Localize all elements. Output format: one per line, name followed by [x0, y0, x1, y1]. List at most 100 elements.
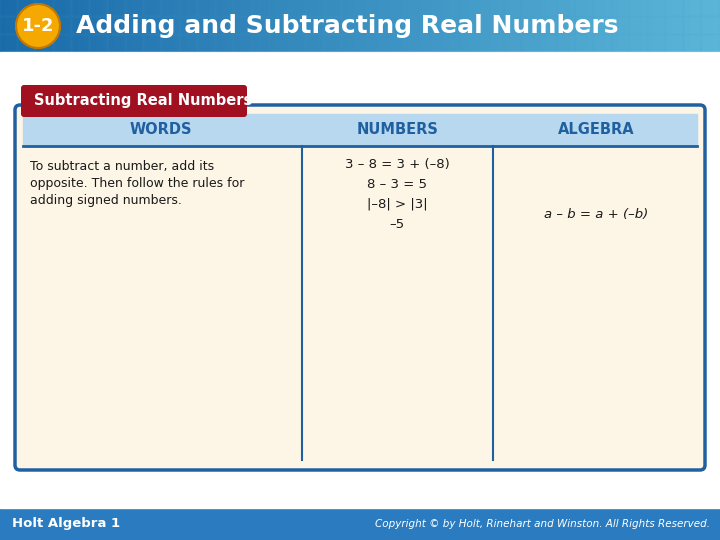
- Text: Copyright © by Holt, Rinehart and Winston. All Rights Reserved.: Copyright © by Holt, Rinehart and Winsto…: [375, 519, 710, 529]
- Bar: [450, 0, 467, 16]
- Bar: [162, 0, 168, 52]
- Bar: [126, 35, 143, 52]
- Bar: [420, 0, 426, 52]
- Bar: [648, 0, 654, 52]
- Bar: [180, 17, 197, 34]
- Text: 8 – 3 = 5: 8 – 3 = 5: [367, 178, 428, 191]
- Bar: [336, 0, 343, 52]
- Bar: [384, 0, 390, 52]
- Bar: [108, 17, 125, 34]
- Bar: [414, 17, 431, 34]
- Text: Subtracting Real Numbers: Subtracting Real Numbers: [34, 93, 252, 109]
- Bar: [570, 0, 577, 52]
- Bar: [306, 0, 323, 16]
- Bar: [612, 17, 629, 34]
- Bar: [306, 17, 323, 34]
- Bar: [522, 0, 528, 52]
- Bar: [636, 0, 642, 52]
- Bar: [684, 35, 701, 52]
- Text: 3 – 8 = 3 + (–8): 3 – 8 = 3 + (–8): [345, 158, 450, 171]
- Bar: [672, 0, 678, 52]
- Bar: [90, 35, 107, 52]
- Bar: [324, 35, 341, 52]
- Bar: [504, 17, 521, 34]
- Bar: [144, 17, 161, 34]
- Bar: [396, 35, 413, 52]
- Bar: [18, 0, 24, 52]
- Bar: [18, 35, 35, 52]
- Bar: [348, 0, 354, 52]
- Bar: [342, 35, 359, 52]
- Bar: [612, 0, 629, 16]
- Bar: [306, 35, 323, 52]
- Text: adding signed numbers.: adding signed numbers.: [30, 194, 182, 207]
- Bar: [594, 0, 611, 16]
- Bar: [72, 0, 78, 52]
- Bar: [378, 0, 395, 16]
- Bar: [354, 0, 361, 52]
- Bar: [0, 35, 17, 52]
- Bar: [468, 0, 485, 16]
- Bar: [468, 17, 485, 34]
- Bar: [564, 0, 570, 52]
- Bar: [522, 0, 539, 16]
- Bar: [540, 35, 557, 52]
- Bar: [648, 0, 665, 16]
- Bar: [234, 35, 251, 52]
- Bar: [168, 0, 174, 52]
- Bar: [228, 0, 235, 52]
- Bar: [324, 17, 341, 34]
- Bar: [594, 35, 611, 52]
- Bar: [684, 0, 701, 16]
- Bar: [648, 17, 665, 34]
- Bar: [180, 0, 197, 16]
- Bar: [594, 17, 611, 34]
- Bar: [234, 17, 251, 34]
- Bar: [78, 0, 84, 52]
- Bar: [486, 17, 503, 34]
- Bar: [408, 0, 415, 52]
- Bar: [486, 0, 503, 16]
- Bar: [72, 0, 89, 16]
- Bar: [234, 0, 240, 52]
- Bar: [396, 0, 402, 52]
- Bar: [540, 0, 557, 16]
- Bar: [630, 35, 647, 52]
- Bar: [174, 0, 181, 52]
- Bar: [438, 0, 444, 52]
- Bar: [138, 0, 145, 52]
- Bar: [486, 35, 503, 52]
- Bar: [510, 0, 516, 52]
- Bar: [30, 0, 37, 52]
- Bar: [450, 0, 456, 52]
- Bar: [594, 0, 600, 52]
- Bar: [366, 0, 372, 52]
- Bar: [378, 17, 395, 34]
- Bar: [600, 0, 606, 52]
- Bar: [342, 0, 348, 52]
- Bar: [318, 0, 325, 52]
- Bar: [216, 0, 222, 52]
- Bar: [36, 0, 53, 16]
- Bar: [252, 0, 258, 52]
- Bar: [162, 0, 179, 16]
- Bar: [468, 0, 474, 52]
- Bar: [210, 0, 217, 52]
- Bar: [90, 17, 107, 34]
- Bar: [678, 0, 685, 52]
- Bar: [252, 0, 269, 16]
- Text: NUMBERS: NUMBERS: [356, 123, 438, 138]
- Bar: [198, 35, 215, 52]
- Bar: [432, 17, 449, 34]
- Bar: [12, 0, 19, 52]
- Bar: [504, 0, 521, 16]
- Bar: [18, 0, 35, 16]
- Bar: [558, 0, 564, 52]
- Bar: [84, 0, 91, 52]
- Bar: [360, 0, 377, 16]
- Bar: [42, 0, 48, 52]
- Bar: [360, 0, 366, 52]
- Bar: [18, 17, 35, 34]
- Bar: [630, 0, 647, 16]
- Bar: [612, 0, 618, 52]
